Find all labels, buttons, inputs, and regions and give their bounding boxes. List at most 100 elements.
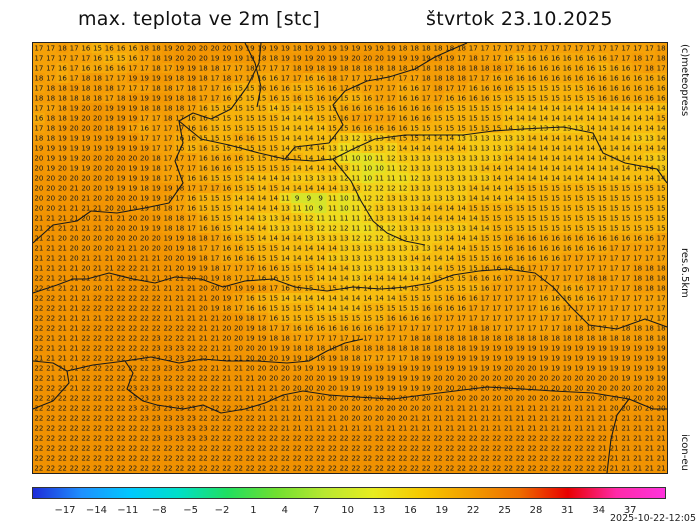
- temp-value: 22: [93, 444, 102, 453]
- temp-cell: [173, 213, 187, 224]
- temp-value: 22: [316, 454, 325, 463]
- temp-cell: [408, 223, 422, 234]
- temp-value: 22: [199, 454, 208, 463]
- temp-value: 20: [516, 374, 526, 383]
- temp-cell: [103, 223, 116, 234]
- temp-cell: [209, 73, 222, 84]
- temp-value: 22: [210, 434, 219, 443]
- temp-value: 18: [34, 94, 44, 103]
- temp-cell: [549, 233, 562, 244]
- temp-cell: [502, 223, 515, 234]
- temp-cell: [267, 433, 281, 444]
- temp-cell: [267, 403, 281, 414]
- temp-cell: [244, 433, 257, 444]
- temp-cell: [373, 153, 386, 164]
- temp-cell: [68, 333, 81, 344]
- temp-cell: [232, 183, 245, 194]
- temp-value: 20: [598, 394, 608, 403]
- temp-cell: [502, 413, 515, 424]
- temp-value: 18: [445, 44, 455, 53]
- temp-value: 22: [210, 414, 219, 423]
- temp-cell: [479, 203, 492, 214]
- temp-cell: [44, 273, 58, 284]
- temp-value: 19: [46, 154, 56, 163]
- temp-cell: [573, 363, 586, 374]
- temp-value: 22: [410, 434, 419, 443]
- temp-cell: [256, 323, 269, 334]
- temp-cell: [479, 323, 492, 334]
- temp-cell: [279, 403, 292, 414]
- temp-value: 14: [422, 274, 432, 283]
- temp-value: 14: [246, 174, 256, 183]
- temp-cell: [479, 313, 492, 324]
- temp-value: 18: [586, 324, 596, 333]
- temp-cell: [479, 133, 492, 144]
- temp-cell: [361, 213, 375, 224]
- temp-value: 15: [281, 304, 290, 313]
- temp-value: 22: [34, 444, 43, 453]
- temp-value: 22: [187, 394, 196, 403]
- temp-value: 20: [58, 174, 68, 183]
- temp-value: 12: [328, 224, 337, 233]
- temp-cell: [432, 313, 445, 324]
- temp-cell: [150, 163, 163, 174]
- temp-cell: [526, 363, 539, 374]
- temp-cell: [373, 383, 386, 394]
- temp-value: 16: [516, 244, 526, 253]
- temp-cell: [643, 183, 656, 194]
- temp-cell: [244, 43, 257, 54]
- temp-cell: [420, 193, 433, 204]
- temperature-map[interactable]: 17 17 18 17 16 15 16 16 16 18 18 19 20 20 20 20 20 19 19 19…: [32, 42, 668, 474]
- temp-value: 18: [175, 74, 185, 83]
- temp-cell: [420, 343, 433, 354]
- temp-cell: [643, 83, 656, 94]
- temp-value: 17: [610, 274, 619, 283]
- temp-value: 21: [481, 414, 490, 423]
- temp-value: 15: [328, 104, 337, 113]
- temp-value: 19: [410, 364, 420, 373]
- temp-cell: [584, 243, 598, 254]
- temp-cell: [303, 433, 316, 444]
- temp-value: 21: [140, 254, 149, 263]
- temp-value: 20: [563, 374, 573, 383]
- temp-cell: [68, 243, 81, 254]
- border-line: [33, 338, 364, 372]
- temp-cell: [408, 383, 422, 394]
- temp-value: 15: [598, 214, 607, 223]
- temp-cell: [338, 273, 351, 284]
- temp-cell: [185, 113, 198, 124]
- temp-cell: [197, 303, 210, 314]
- temp-value: 20: [457, 394, 467, 403]
- temp-value: 15: [234, 184, 243, 193]
- temp-value: 18: [175, 224, 185, 233]
- temp-cell: [526, 83, 539, 94]
- temp-cell: [326, 113, 339, 124]
- temp-value: 22: [117, 444, 126, 453]
- temp-value: 19: [363, 384, 373, 393]
- temp-value: 14: [340, 304, 350, 313]
- temp-value: 18: [340, 354, 350, 363]
- temp-cell: [256, 163, 269, 174]
- temp-cell: [549, 253, 562, 264]
- temp-cell: [549, 213, 562, 224]
- temp-cell: [432, 43, 445, 54]
- temp-value: 15: [445, 284, 454, 293]
- temp-cell: [326, 243, 339, 254]
- temp-cell: [396, 293, 410, 304]
- temp-cell: [537, 253, 551, 264]
- temp-cell: [150, 93, 163, 104]
- temp-cell: [197, 423, 210, 434]
- temp-value: 14: [375, 274, 385, 283]
- temp-cell: [432, 73, 445, 84]
- temp-cell: [279, 63, 292, 74]
- temp-value: 19: [633, 374, 643, 383]
- temp-value: 21: [610, 454, 619, 463]
- temp-cell: [490, 253, 504, 264]
- temp-cell: [526, 253, 539, 264]
- temp-value: 11: [328, 214, 337, 223]
- temp-value: 18: [574, 324, 584, 333]
- temp-value: 21: [281, 424, 290, 433]
- temp-value: 15: [187, 144, 196, 153]
- temp-cell: [256, 123, 269, 134]
- temp-value: 17: [563, 314, 572, 323]
